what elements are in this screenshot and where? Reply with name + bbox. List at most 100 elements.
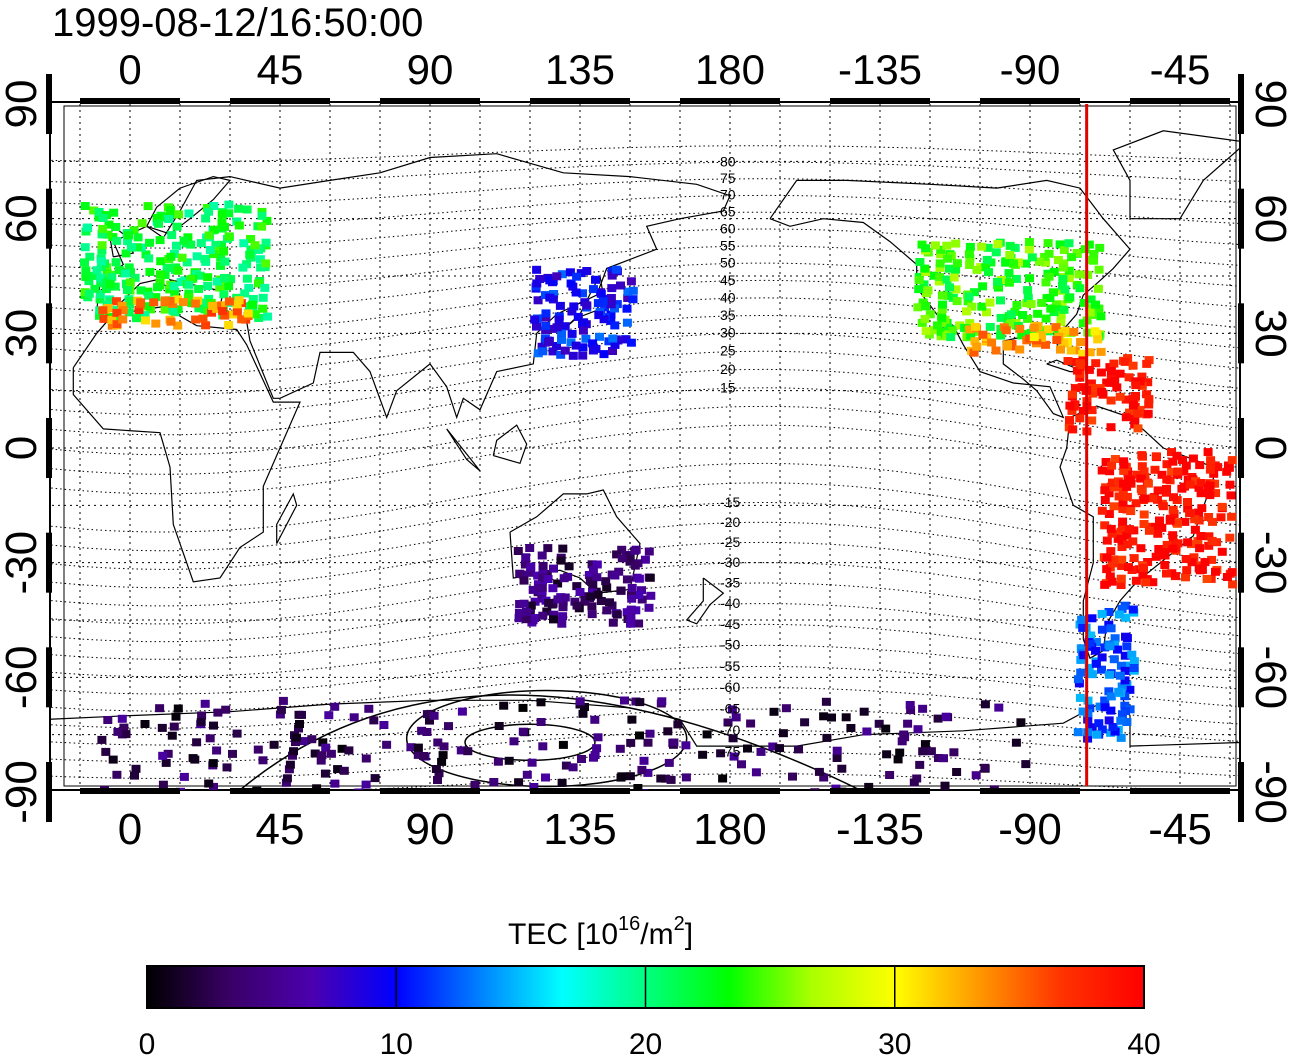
tec-cell	[1003, 340, 1012, 349]
tec-cell	[1105, 467, 1115, 476]
tec-cell	[1072, 248, 1082, 257]
frame-tick-top	[380, 98, 480, 104]
tec-cell	[1104, 687, 1114, 696]
tec-cell	[921, 327, 931, 336]
tec-cell	[201, 214, 211, 223]
tec-cell	[1109, 555, 1119, 564]
tec-cell	[1168, 457, 1178, 466]
tec-cell	[945, 264, 954, 273]
tec-cell	[1084, 240, 1094, 249]
tec-cell	[125, 297, 135, 306]
tec-cell	[1148, 494, 1158, 503]
tec-cell	[590, 751, 600, 759]
tec-cell	[913, 725, 923, 734]
tec-cell	[554, 315, 564, 324]
tec-cell	[1117, 710, 1127, 719]
tec-cell	[1087, 416, 1097, 425]
tec-cell	[1085, 348, 1095, 357]
tec-cell	[1211, 489, 1221, 498]
tec-cell	[1088, 389, 1098, 398]
tec-cell	[1037, 298, 1047, 307]
tec-cell	[548, 584, 558, 593]
frame-tick-top	[830, 98, 930, 104]
tec-cell	[382, 740, 392, 749]
tec-cell	[1014, 258, 1023, 267]
top-lon-label: 180	[695, 46, 765, 93]
tec-cell	[379, 721, 389, 729]
tec-cell	[1078, 623, 1088, 632]
tec-cell	[639, 756, 649, 765]
tec-cell	[925, 310, 935, 319]
tec-cell	[528, 616, 538, 625]
tec-cell	[567, 307, 577, 316]
tec-cell	[208, 759, 218, 768]
tec-cell	[92, 266, 102, 275]
tec-cell	[1024, 238, 1034, 246]
tec-cell	[1097, 506, 1107, 515]
tec-cell	[1106, 367, 1116, 375]
tec-cell	[1097, 725, 1107, 734]
tec-cell	[1064, 239, 1074, 248]
mlat-label: -30	[720, 554, 740, 570]
tec-cell	[628, 286, 638, 295]
frame-tick-top	[530, 98, 630, 104]
tec-cell	[133, 243, 143, 252]
tec-cell	[183, 293, 193, 302]
right-latitude-labels: 90 60 30 0 -30 -60 -90	[1246, 80, 1292, 824]
tec-cell	[112, 770, 122, 779]
tec-cell	[417, 726, 427, 735]
tec-cell	[103, 716, 113, 724]
tec-cell	[184, 280, 194, 289]
tec-cell	[514, 608, 524, 617]
tec-cell	[964, 250, 974, 258]
tec-cell	[819, 773, 829, 782]
tec-cell	[297, 710, 306, 719]
tec-cell	[1195, 544, 1205, 553]
mlat-label: 45	[720, 272, 736, 288]
tec-cell	[1106, 396, 1116, 405]
tec-cell	[616, 773, 626, 782]
tec-cell	[542, 607, 552, 616]
tec-cell	[980, 700, 990, 709]
tec-cell	[1097, 653, 1107, 662]
tec-cell	[1128, 537, 1138, 546]
tec-cell	[1041, 340, 1050, 349]
tec-cell	[1142, 390, 1152, 399]
tec-cell	[971, 771, 981, 780]
tec-cell	[521, 553, 531, 562]
tec-cell	[545, 293, 555, 302]
tec-cell	[934, 754, 943, 762]
tec-cell	[991, 346, 1001, 355]
tec-cell	[1023, 286, 1033, 295]
tec-cell	[576, 269, 586, 278]
tec-cell	[943, 254, 953, 263]
tec-cell	[234, 204, 244, 213]
tec-cell	[1106, 547, 1116, 556]
tec-cell	[1089, 256, 1098, 265]
tec-cell	[278, 696, 288, 705]
tec-cell	[560, 593, 570, 602]
tec-cell	[197, 711, 207, 720]
tec-cell	[1139, 520, 1149, 528]
tec-cell	[1094, 719, 1104, 728]
tec-cell	[406, 743, 416, 752]
tec-cell	[220, 257, 230, 266]
tec-cell	[1024, 245, 1034, 254]
tec-cell	[942, 275, 952, 284]
tec-cell	[369, 716, 379, 725]
tec-cell	[643, 738, 653, 747]
tec-cell	[625, 552, 635, 561]
tec-cell	[543, 544, 553, 553]
right-lat-label: 90	[1246, 80, 1292, 129]
tec-cell	[195, 271, 205, 280]
tec-cell	[1076, 644, 1086, 653]
tec-cell	[533, 296, 543, 305]
tec-cell	[558, 544, 568, 553]
tec-cell	[769, 707, 779, 716]
tec-cell	[254, 279, 263, 288]
tec-cell	[1067, 253, 1077, 262]
tec-cell	[330, 702, 340, 711]
tec-cell	[591, 275, 600, 284]
tec-cell	[846, 724, 856, 732]
tec-cell	[1139, 510, 1149, 519]
